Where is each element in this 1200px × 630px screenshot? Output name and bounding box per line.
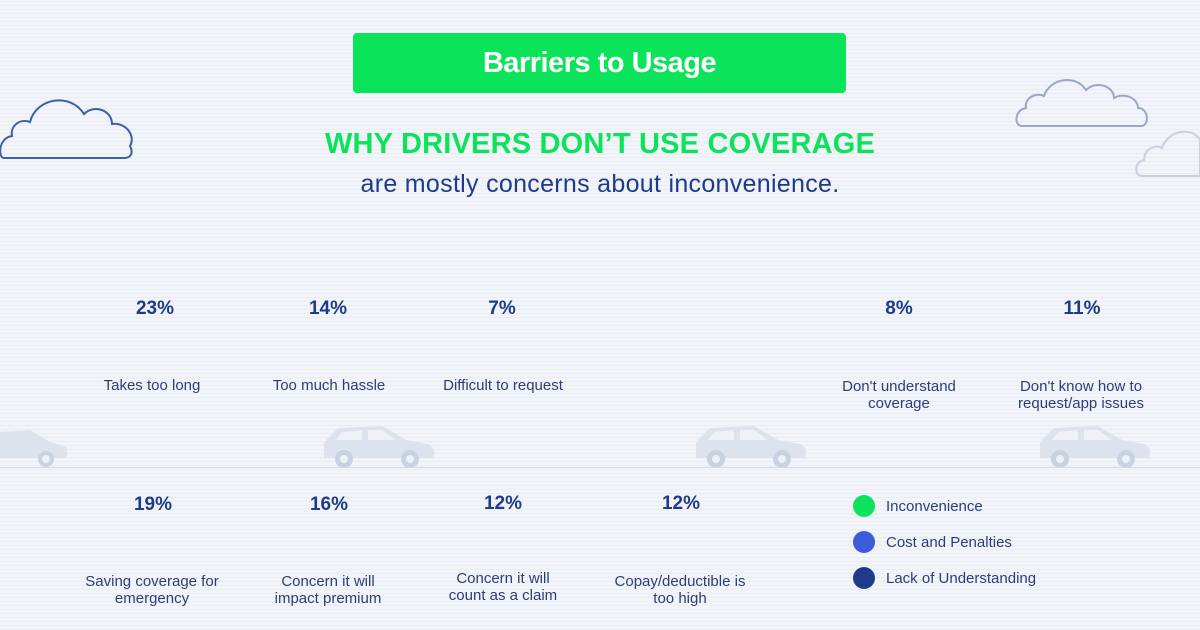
- stat-percent: 23%: [135, 298, 175, 319]
- stat-value: 8%: [814, 298, 984, 320]
- legend-swatch-inconvenience: [853, 495, 875, 517]
- stat-label: Too much hassle: [272, 377, 386, 394]
- stat-percent: 11%: [1063, 298, 1101, 319]
- stat-label: Concern it will count as a claim: [448, 570, 558, 604]
- stat-value: 12%: [596, 493, 766, 515]
- legend-label: Inconvenience: [886, 497, 983, 515]
- stat-label: Difficult to request: [443, 377, 563, 394]
- cloud-icon: [1135, 130, 1200, 177]
- ground-line: [0, 467, 1200, 468]
- legend-label: Lack of Understanding: [886, 569, 1037, 587]
- stat-label: Don't understand coverage: [842, 378, 956, 412]
- legend-label: Cost and Penalties: [886, 533, 1012, 551]
- stat-percent: 12%: [661, 493, 701, 514]
- cloud-icon: [1015, 78, 1148, 127]
- car-icon: [1040, 426, 1151, 468]
- stat-label: Copay/deductible is too high: [614, 573, 746, 607]
- car-icon: [0, 430, 68, 467]
- stat-label: Don't know how to request/app issues: [1018, 378, 1144, 412]
- title-banner: Barriers to Usage: [353, 33, 846, 93]
- stat-value: 19%: [68, 494, 238, 516]
- chart-title: Barriers to Usage: [482, 46, 717, 79]
- stat-value: 14%: [243, 298, 413, 320]
- legend-item: Cost and Penalties: [853, 531, 1036, 553]
- car-icon: [696, 426, 807, 468]
- stat-value: 7%: [417, 298, 587, 320]
- cloud-icon: [0, 99, 133, 159]
- stat-value: 23%: [70, 298, 240, 320]
- legend-item: Lack of Understanding: [853, 567, 1036, 589]
- stat-value: 12%: [418, 493, 588, 515]
- legend: Inconvenience Cost and Penalties Lack of…: [853, 495, 1036, 603]
- stat-value: 16%: [244, 494, 414, 516]
- stat-percent: 19%: [133, 494, 173, 515]
- stat-label: Saving coverage for emergency: [85, 573, 219, 607]
- stat-percent: 7%: [488, 298, 516, 319]
- subheadline: are mostly concerns about inconvenience.: [360, 170, 840, 198]
- stat-percent: 14%: [308, 298, 348, 319]
- headline: WHY DRIVERS DON’T USE COVERAGE: [324, 128, 876, 160]
- stat-percent: 12%: [483, 493, 523, 514]
- stat-percent: 16%: [309, 494, 349, 515]
- car-icon: [324, 426, 435, 468]
- stat-label: Takes too long: [103, 377, 201, 394]
- legend-swatch-cost: [853, 531, 875, 553]
- legend-item: Inconvenience: [853, 495, 1036, 517]
- stat-value: 11%: [997, 298, 1167, 320]
- stat-label: Concern it will impact premium: [274, 573, 382, 607]
- stat-percent: 8%: [885, 298, 913, 319]
- legend-swatch-understanding: [853, 567, 875, 589]
